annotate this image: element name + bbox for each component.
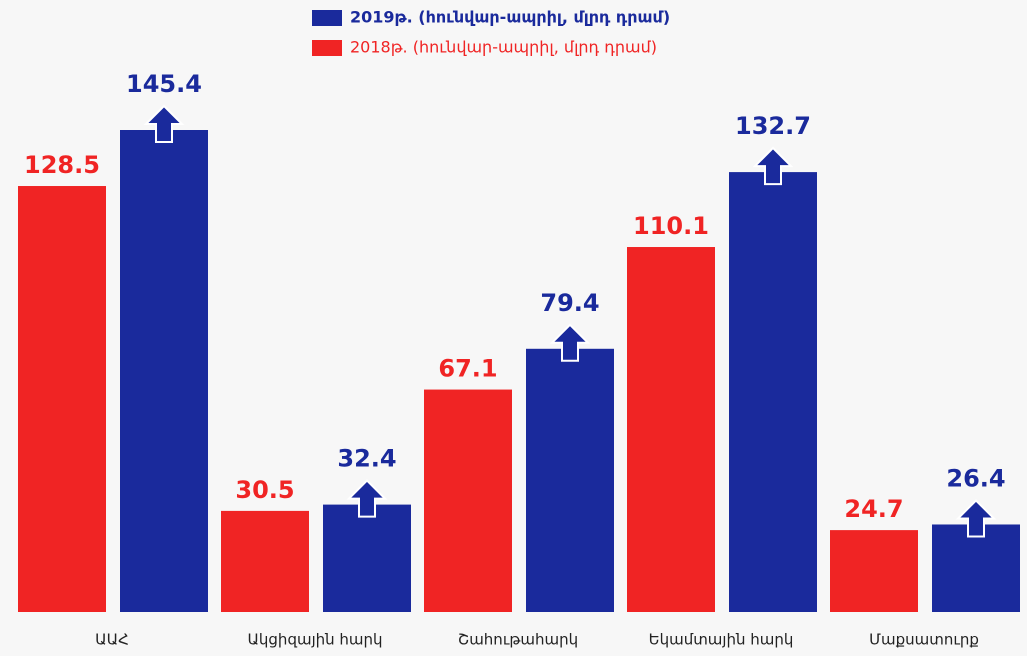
bar: [18, 186, 106, 612]
bar: [729, 172, 817, 612]
x-tick-label: Շահութահարկ: [458, 631, 578, 649]
value-label: 67.1: [438, 355, 497, 383]
value-label: 32.4: [337, 445, 396, 473]
legend-label: 2018թ. (հունվար-ապրիլ, մլրդ դրամ): [350, 38, 657, 57]
x-tick-label: Մաքսատուրք: [869, 631, 979, 649]
value-label: 110.1: [633, 212, 709, 240]
x-tick-label: Եկամտային հարկ: [649, 631, 794, 649]
value-label: 132.7: [735, 112, 811, 140]
value-label: 128.5: [24, 151, 100, 179]
bar: [627, 247, 715, 612]
bar: [221, 511, 309, 612]
value-label: 24.7: [844, 495, 903, 523]
bar: [830, 530, 918, 612]
bar: [424, 390, 512, 612]
value-label: 26.4: [946, 464, 1005, 492]
value-label: 79.4: [540, 289, 599, 317]
legend-label: 2019թ. (հունվար-ապրիլ, մլրդ դրամ): [350, 8, 670, 27]
x-tick-label: Ակցիզային հարկ: [247, 631, 382, 649]
chart: 2019թ. (հունվար-ապրիլ, մլրդ դրամ) 2018թ. …: [0, 0, 1027, 656]
bar: [120, 130, 208, 612]
bar: [932, 524, 1020, 612]
legend-swatch: [312, 40, 342, 56]
x-tick-label: ԱԱՀ: [95, 631, 129, 649]
value-label: 30.5: [235, 476, 294, 504]
value-label: 145.4: [126, 70, 202, 98]
bar: [323, 505, 411, 612]
bar: [526, 349, 614, 612]
legend-swatch: [312, 10, 342, 26]
